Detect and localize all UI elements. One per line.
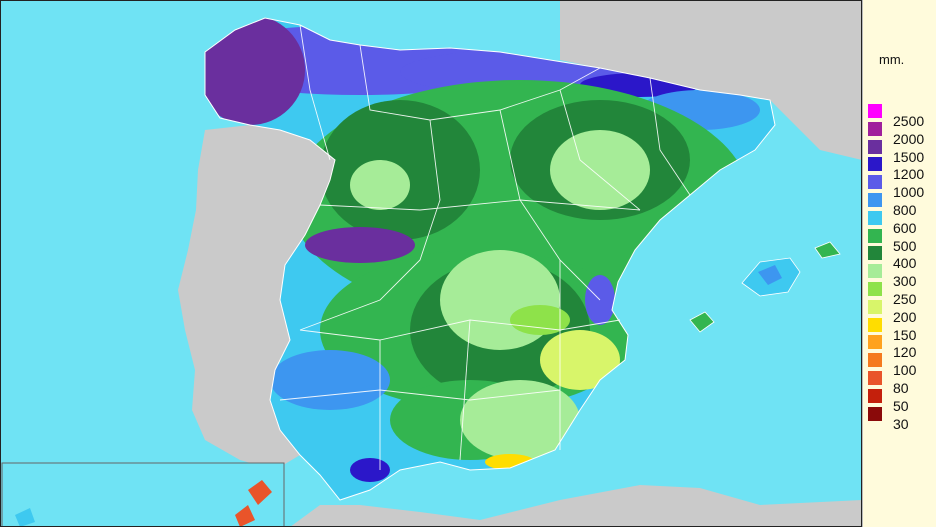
balearic-islands bbox=[689, 241, 841, 333]
legend-tick-label: 80 bbox=[893, 380, 909, 396]
legend-swatch bbox=[868, 139, 882, 154]
legend-tick-label: 2000 bbox=[893, 130, 925, 147]
legend-swatch bbox=[868, 299, 882, 314]
legend-swatch bbox=[868, 371, 882, 385]
precipitation-map bbox=[0, 0, 862, 527]
legend-swatch bbox=[868, 264, 882, 279]
canary-islands-inset bbox=[1, 462, 285, 527]
province-borders bbox=[279, 24, 691, 470]
legend-tick-label: 600 bbox=[893, 219, 917, 236]
legend-tick-label: 30 bbox=[893, 415, 909, 432]
legend-panel: mm. 2500 2000 1500 1200 1000 800 600 500 400 300 2… bbox=[862, 0, 936, 527]
legend-tick-label: 1500 bbox=[893, 148, 925, 165]
legend-tick-label: 50 bbox=[893, 397, 909, 414]
legend-swatch bbox=[868, 157, 882, 172]
legend-swatch bbox=[868, 317, 882, 332]
legend-swatch bbox=[868, 353, 882, 368]
legend-swatch bbox=[868, 246, 882, 261]
africa-landmass bbox=[290, 485, 862, 527]
spain-outline bbox=[204, 17, 776, 501]
legend-swatch bbox=[868, 228, 882, 243]
legend-swatch bbox=[868, 193, 882, 207]
legend-swatch bbox=[868, 104, 882, 118]
france-landmass bbox=[560, 0, 862, 160]
legend-swatch bbox=[868, 121, 882, 136]
legend-tick-label: 2500 bbox=[893, 113, 925, 129]
legend-tick-label: 1200 bbox=[893, 166, 925, 183]
legend-unit-label: mm. bbox=[879, 52, 905, 67]
legend-tick-label: 150 bbox=[893, 326, 917, 343]
legend-tick-label: 250 bbox=[893, 291, 917, 307]
legend-swatch bbox=[868, 335, 882, 350]
legend-tick-label: 400 bbox=[893, 255, 917, 272]
legend-swatch bbox=[868, 175, 882, 190]
legend-swatch bbox=[868, 388, 882, 403]
legend-tick-label: 200 bbox=[893, 308, 917, 325]
legend-tick-label: 1000 bbox=[893, 184, 925, 201]
legend-tick-label: 800 bbox=[893, 202, 917, 218]
legend-tick-label: 300 bbox=[893, 273, 917, 290]
legend-swatch bbox=[868, 406, 882, 421]
portugal-landmass bbox=[178, 125, 335, 470]
legend-swatch bbox=[868, 282, 882, 296]
legend-tick-label: 100 bbox=[893, 362, 917, 379]
legend-swatch bbox=[868, 210, 882, 225]
legend-tick-label: 120 bbox=[893, 344, 917, 361]
legend-tick-label: 500 bbox=[893, 237, 917, 254]
